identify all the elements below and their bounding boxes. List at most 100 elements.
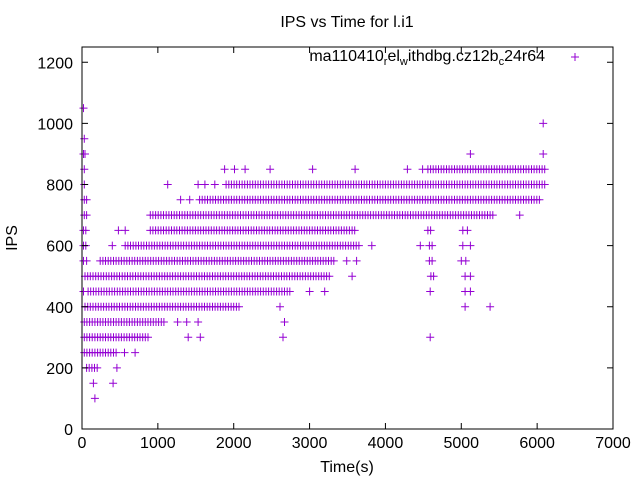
data-point [367, 241, 376, 250]
data-point [535, 195, 544, 204]
data-point [173, 318, 182, 326]
data-point [79, 287, 88, 296]
x-axis-ticks: 0 1000 2000 3000 4000 5000 6000 7000 [78, 47, 631, 452]
data-point [342, 256, 351, 265]
data-point [81, 226, 90, 235]
legend-label: ma110410relwithdbg.cz12bc24r64 [309, 48, 545, 68]
y-axis-ticks: 0 200 400 600 800 1000 1200 [37, 55, 613, 439]
data-point [540, 165, 549, 174]
data-point [112, 363, 121, 372]
data-point [466, 150, 475, 158]
data-point [120, 348, 129, 357]
data-point [426, 333, 435, 342]
data-point [285, 287, 294, 296]
plot-frame [81, 46, 614, 430]
data-point [463, 226, 472, 235]
data-point [540, 180, 549, 189]
data-point [184, 333, 193, 342]
legend-marker [571, 53, 579, 61]
legend: ma110410relwithdbg.cz12bc24r64 [309, 48, 579, 68]
x-tick-label: 6000 [519, 435, 555, 452]
x-tick-label: 5000 [443, 435, 479, 452]
data-point [235, 302, 243, 311]
data-point [539, 119, 548, 128]
data-point [461, 302, 470, 311]
data-point [351, 165, 360, 174]
data-point [131, 348, 140, 357]
data-point [461, 256, 470, 265]
data-point [320, 287, 329, 296]
data-point [348, 272, 357, 281]
data-point [280, 318, 289, 326]
data-point [176, 195, 185, 204]
data-point [112, 348, 121, 357]
y-tick-label: 1200 [37, 55, 73, 72]
data-point [210, 180, 219, 189]
data-point [305, 287, 314, 296]
data-point [429, 272, 438, 281]
data-point [182, 318, 191, 326]
data-point [230, 165, 239, 174]
data-point [82, 256, 91, 265]
data-point [82, 211, 91, 220]
data-point [515, 211, 524, 220]
data-point [194, 318, 203, 326]
data-point [488, 211, 497, 220]
data-point [279, 333, 287, 342]
x-tick-label: 7000 [595, 435, 631, 452]
data-point [266, 165, 275, 174]
data-points [79, 104, 549, 403]
data-point [466, 287, 475, 296]
data-point [82, 195, 91, 204]
data-point [89, 379, 98, 388]
data-point [194, 180, 203, 189]
data-point [109, 379, 118, 388]
y-tick-label: 0 [64, 422, 73, 439]
data-point [163, 180, 172, 189]
data-point [403, 165, 412, 174]
data-point [308, 165, 317, 174]
y-tick-label: 600 [46, 239, 73, 256]
data-point [426, 287, 435, 296]
data-point [416, 241, 425, 250]
y-tick-label: 200 [46, 361, 73, 378]
y-tick-label: 400 [46, 300, 73, 317]
data-point [79, 104, 88, 113]
data-point [350, 226, 359, 235]
x-tick-label: 4000 [368, 435, 404, 452]
data-point [185, 195, 194, 204]
data-point [354, 241, 363, 250]
data-point [121, 226, 130, 235]
data-point [428, 241, 437, 250]
x-tick-label: 2000 [216, 435, 252, 452]
data-point [329, 256, 338, 265]
data-point [486, 302, 495, 311]
data-point [200, 180, 209, 189]
data-point [458, 241, 467, 250]
data-point [426, 226, 435, 235]
x-tick-label: 0 [78, 435, 87, 452]
x-tick-label: 1000 [140, 435, 176, 452]
x-tick-label: 3000 [292, 435, 328, 452]
data-point [241, 165, 250, 174]
data-point [276, 302, 284, 311]
data-point [428, 256, 437, 265]
data-point [466, 272, 475, 281]
data-point [466, 241, 475, 250]
data-point [144, 333, 152, 342]
chart-title: IPS vs Time for l.i1 [280, 14, 413, 31]
y-tick-label: 800 [46, 178, 73, 195]
data-point [418, 165, 427, 174]
data-point [114, 226, 123, 235]
data-point [220, 165, 229, 174]
data-point [93, 363, 102, 372]
x-axis-label: Time(s) [320, 459, 374, 476]
data-point [196, 333, 205, 342]
data-point [90, 394, 99, 403]
data-point [108, 241, 117, 250]
data-point [539, 150, 548, 158]
data-point [325, 272, 334, 281]
data-point [159, 318, 168, 326]
y-tick-label: 1000 [37, 116, 73, 133]
